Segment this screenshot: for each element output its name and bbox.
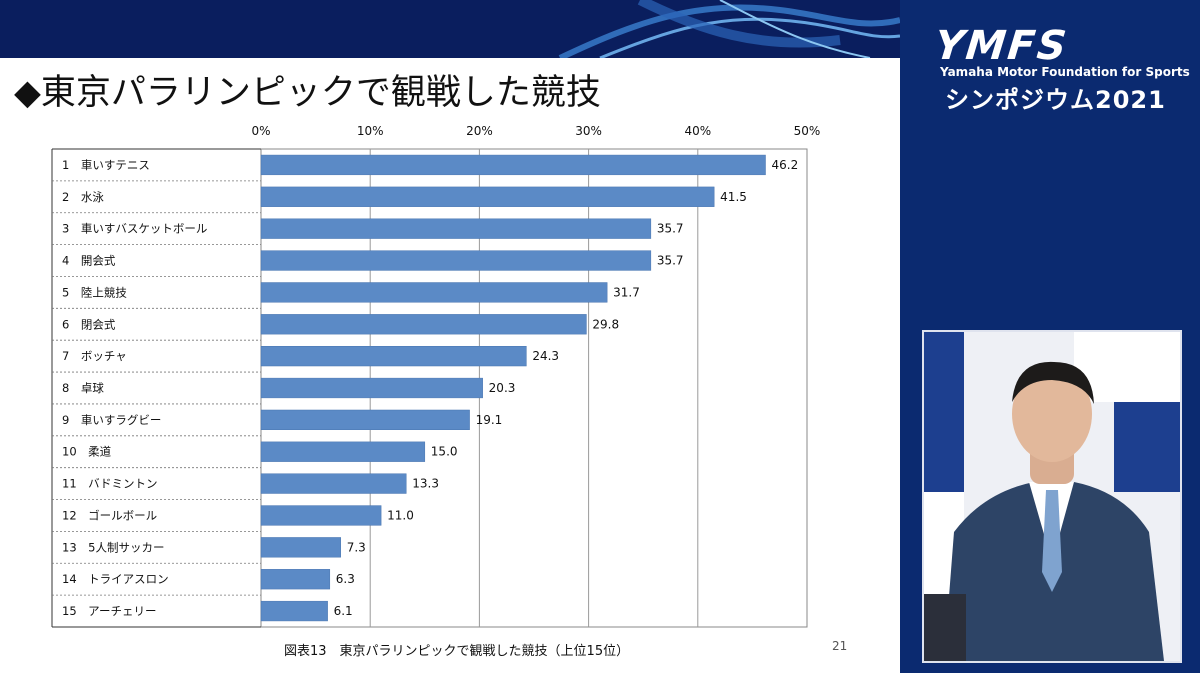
page-number: 21: [832, 639, 848, 653]
banner-wave-graphic: [558, 0, 900, 58]
bar: [260, 186, 715, 207]
data-label: 24.3: [532, 349, 559, 363]
logo-tagline: Yamaha Motor Foundation for Sports: [940, 65, 1190, 79]
category-label: 1 車いすテニス: [62, 158, 150, 172]
speaker-figure: [924, 332, 1180, 661]
bar: [260, 600, 328, 622]
data-label: 13.3: [412, 477, 439, 491]
x-tick-label: 20%: [466, 124, 493, 138]
bar: [260, 314, 587, 335]
x-tick-label: 30%: [575, 124, 602, 138]
bar: [260, 250, 652, 271]
category-label: 3 車いすバスケットボール: [62, 222, 207, 236]
bar: [260, 441, 426, 462]
x-tick-label: 10%: [357, 124, 384, 138]
bar: [260, 537, 341, 558]
x-tick-label: 0%: [251, 124, 270, 138]
category-label: 4 開会式: [62, 254, 116, 268]
category-label: 13 5人制サッカー: [62, 540, 164, 554]
slide-banner: [0, 0, 900, 58]
category-label: 6 閉会式: [62, 317, 116, 331]
category-label: 12 ゴールボール: [62, 508, 157, 522]
data-label: 31.7: [613, 285, 640, 299]
data-label: 35.7: [657, 222, 684, 236]
data-label: 7.3: [347, 540, 366, 554]
data-label: 46.2: [772, 158, 799, 172]
category-label: 2 水泳: [62, 190, 104, 204]
event-title: シンポジウム2021: [945, 86, 1166, 114]
data-label: 20.3: [489, 381, 516, 395]
category-label: 15 アーチェリー: [62, 604, 156, 618]
data-label: 11.0: [387, 508, 414, 522]
bar: [260, 409, 470, 430]
bar: [260, 473, 407, 494]
slide-title: ◆東京パラリンピックで観戦した競技: [14, 73, 601, 113]
speaker-video: [922, 330, 1182, 663]
bar: [260, 154, 766, 176]
data-label: 29.8: [592, 317, 619, 331]
category-label: 14 トライアスロン: [62, 572, 169, 586]
category-label: 5 陸上競技: [62, 285, 127, 299]
data-label: 6.3: [336, 572, 355, 586]
category-label: 9 車いすラグビー: [62, 413, 161, 427]
bar: [260, 377, 483, 399]
data-label: 19.1: [476, 413, 503, 427]
data-label: 6.1: [334, 604, 353, 618]
data-label: 41.5: [720, 190, 747, 204]
bar: [260, 569, 331, 590]
bar: [260, 282, 608, 303]
category-label: 8 卓球: [62, 381, 104, 395]
bar-chart: 0% 10% 20% 30% 40% 50% 1 車いすテニス 46.2 2 水泳 41.5 3 車…: [51, 124, 821, 628]
bar: [260, 346, 527, 367]
data-label: 15.0: [431, 445, 458, 459]
bar: [260, 505, 382, 526]
chart-caption: 図表13 東京パラリンピックで観戦した競技（上位15位）: [284, 644, 630, 659]
data-label: 35.7: [657, 254, 684, 268]
bar: [260, 218, 652, 239]
category-label: 11 バドミントン: [62, 477, 157, 491]
category-label: 7 ボッチャ: [62, 349, 127, 363]
x-tick-label: 50%: [794, 124, 821, 138]
ymfs-logo: YMFS: [932, 23, 1071, 69]
category-label: 10 柔道: [62, 445, 112, 459]
presentation-slide: ◆東京パラリンピックで観戦した競技 0% 10% 20% 30% 40% 50% 1 車いす…: [0, 0, 900, 659]
x-tick-label: 40%: [684, 124, 711, 138]
